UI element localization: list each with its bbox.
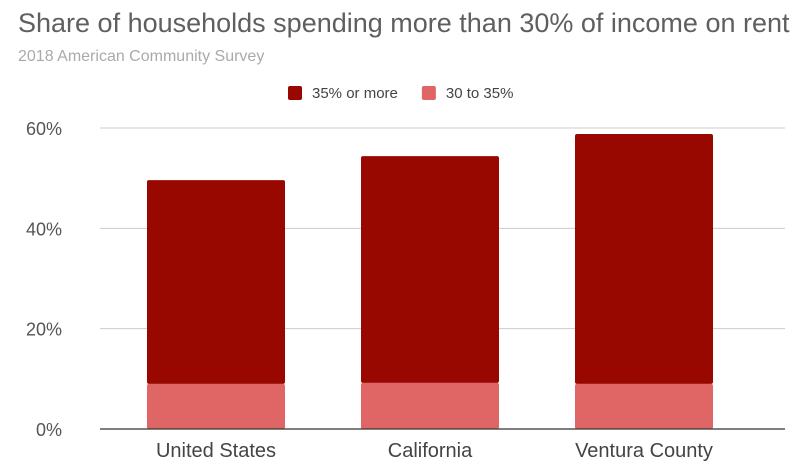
- y-tick-label: 60%: [26, 119, 62, 139]
- y-tick-label: 0%: [36, 420, 62, 440]
- y-tick-label: 20%: [26, 320, 62, 340]
- bar-35-or-more: [575, 134, 713, 384]
- bar-30-to-35-: [147, 383, 285, 429]
- bar-35-or-more: [147, 180, 285, 384]
- x-tick-label: United States: [156, 440, 276, 462]
- bar-35-or-more: [361, 156, 499, 383]
- legend-label: 35% or more: [312, 85, 398, 102]
- y-tick-label: 40%: [26, 219, 62, 239]
- legend-swatch: [288, 86, 302, 100]
- legend-swatch: [421, 86, 436, 100]
- chart-subtitle: 2018 American Community Survey: [18, 48, 265, 65]
- x-tick-label: Ventura County: [575, 440, 713, 462]
- bar-30-to-35-: [575, 383, 713, 429]
- bar-30-to-35-: [361, 382, 499, 429]
- x-tick-label: California: [388, 440, 473, 462]
- chart-title: Share of households spending more than 3…: [18, 8, 790, 38]
- legend-label: 30 to 35%: [446, 85, 514, 102]
